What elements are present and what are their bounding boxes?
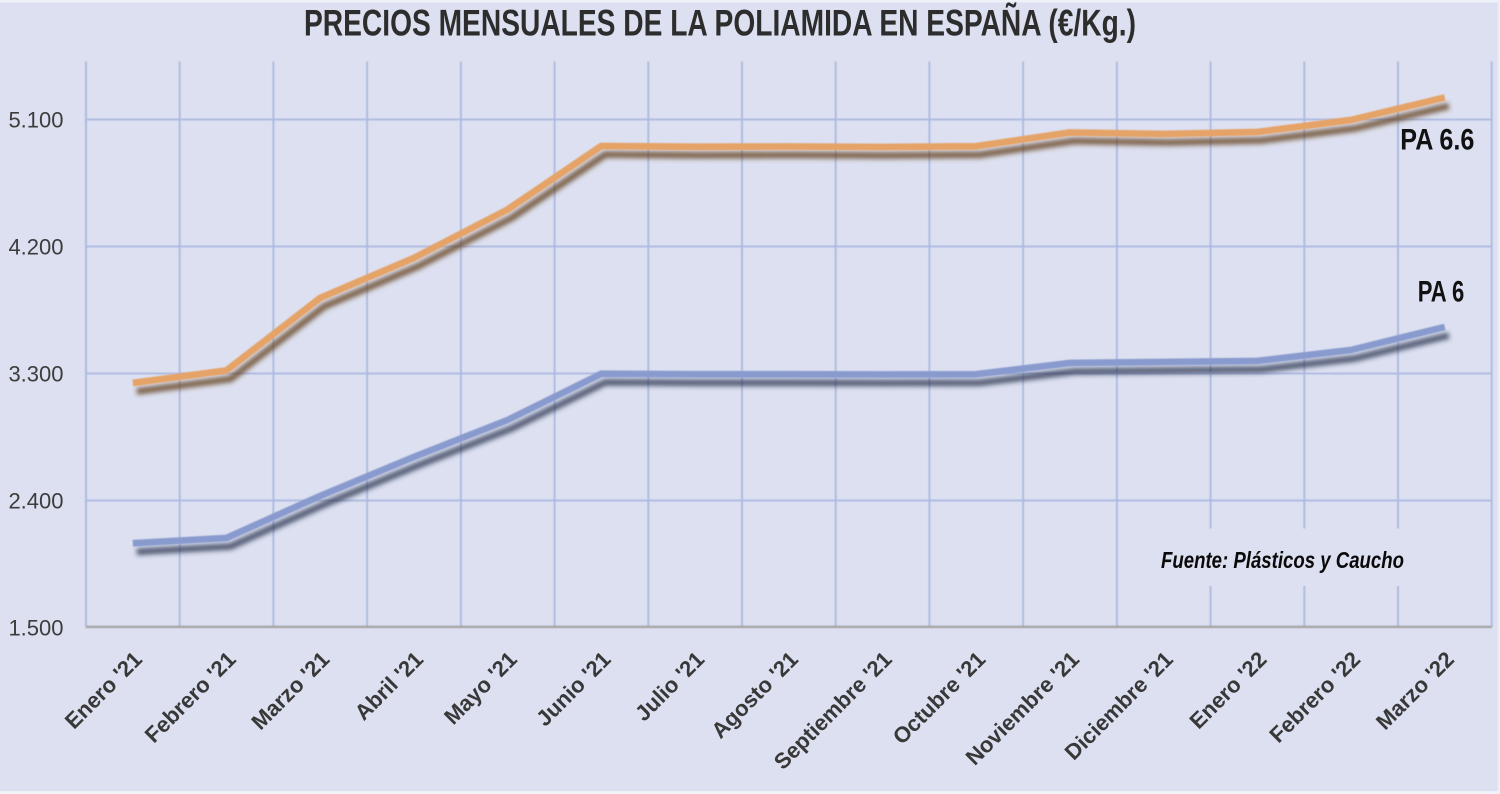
- svg-text:5.100: 5.100: [8, 107, 63, 132]
- svg-text:3.300: 3.300: [8, 361, 63, 386]
- svg-text:PA 6: PA 6: [1418, 275, 1465, 308]
- svg-text:Fuente: Plásticos y Caucho: Fuente: Plásticos y Caucho: [1161, 547, 1404, 573]
- svg-text:1.500: 1.500: [8, 615, 63, 640]
- svg-text:4.200: 4.200: [8, 234, 63, 259]
- svg-text:PA 6.6: PA 6.6: [1400, 123, 1474, 156]
- svg-text:PRECIOS MENSUALES DE LA POLIAM: PRECIOS MENSUALES DE LA POLIAMIDA EN ESP…: [304, 2, 1136, 44]
- svg-text:2.400: 2.400: [8, 488, 63, 513]
